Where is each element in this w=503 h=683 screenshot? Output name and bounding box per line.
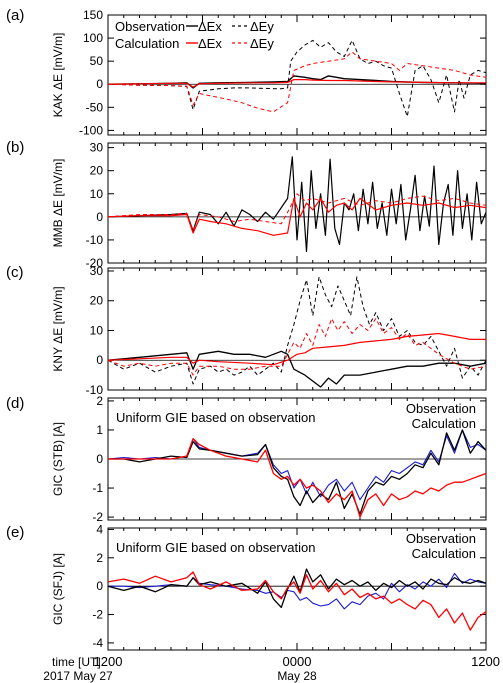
- y-tick-label: 50: [90, 54, 104, 68]
- x-axis-label: time [UT]: [52, 655, 101, 669]
- y-tick-label: 20: [90, 164, 104, 178]
- y-tick-label: -50: [86, 100, 104, 114]
- y-tick-label: 0: [96, 77, 103, 91]
- series-line: [107, 350, 487, 388]
- observation-label: Observation: [406, 401, 476, 416]
- y-axis-label: GIC (SFJ) [A]: [51, 553, 65, 625]
- series-line: [107, 276, 487, 385]
- panel-label: (d): [6, 395, 24, 412]
- y-tick-label: 10: [90, 323, 104, 337]
- x-tick-label: 1200: [471, 654, 500, 669]
- calculation-label: Calculation: [412, 546, 476, 561]
- series-line: [107, 197, 487, 236]
- series-line: [107, 51, 487, 113]
- y-tick-label: -20: [86, 256, 104, 270]
- series-line: [108, 429, 487, 515]
- y-tick-label: 0: [96, 210, 103, 224]
- x-tick-label: 0000: [283, 654, 312, 669]
- y-tick-label: -100: [79, 123, 103, 137]
- y-tick-label: -10: [86, 233, 104, 247]
- panel-label: (e): [6, 524, 24, 541]
- x-tick-sublabel: 2017 May 27: [43, 669, 113, 683]
- y-tick-label: -1: [92, 481, 103, 495]
- series-line: [108, 438, 487, 518]
- legend-ey-label: ΔEy: [250, 19, 274, 34]
- y-axis-label: KNY ΔE [mV/m]: [51, 286, 65, 371]
- uniform-gie-label: Uniform GIE based on observation: [116, 540, 315, 555]
- panel-label: (a): [6, 7, 24, 24]
- y-tick-label: 0: [96, 579, 103, 593]
- legend-ey-label: ΔEy: [250, 36, 274, 51]
- y-tick-label: 150: [83, 8, 103, 22]
- y-axis-label: GIC (STB) [A]: [51, 422, 65, 496]
- panel-label: (c): [6, 264, 24, 281]
- y-tick-label: 1: [96, 423, 103, 437]
- y-axis-label: MMB ΔE [mV/m]: [51, 159, 65, 248]
- legend-label: Calculation: [115, 36, 179, 51]
- y-tick-label: -2: [92, 510, 103, 524]
- y-tick-label: 0: [96, 452, 103, 466]
- y-tick-label: 20: [90, 294, 104, 308]
- series-line: [107, 39, 487, 117]
- y-tick-label: -2: [92, 608, 103, 622]
- y-tick-label: -10: [86, 383, 104, 397]
- y-tick-label: 30: [90, 141, 104, 155]
- observation-label: Observation: [406, 531, 476, 546]
- uniform-gie-label: Uniform GIE based on observation: [116, 410, 315, 425]
- y-tick-label: 2: [96, 551, 103, 565]
- x-tick-label: 1200: [94, 654, 123, 669]
- series-line: [107, 78, 486, 88]
- panel-label: (b): [6, 139, 24, 156]
- y-tick-label: -4: [92, 636, 103, 650]
- y-tick-label: 4: [96, 522, 103, 536]
- legend-ex-label: ΔEx: [198, 36, 222, 51]
- x-tick-sublabel: May 28: [277, 669, 317, 683]
- plot-frame: [107, 142, 487, 264]
- plot-frame: [107, 267, 487, 391]
- y-tick-label: 10: [90, 187, 104, 201]
- series-line: [107, 332, 486, 366]
- y-tick-label: 2: [96, 394, 103, 408]
- calculation-label: Calculation: [412, 416, 476, 431]
- y-axis-label: KAK ΔE [mV/m]: [51, 33, 65, 118]
- legend-ex-label: ΔEx: [198, 19, 222, 34]
- y-tick-label: 100: [83, 31, 103, 45]
- legend-label: Observation: [115, 19, 185, 34]
- series-line: [107, 429, 487, 501]
- y-tick-label: 0: [96, 353, 103, 367]
- series-line: [107, 156, 487, 253]
- series-line: [107, 193, 487, 232]
- y-tick-label: 30: [90, 264, 104, 278]
- series-line: [107, 318, 487, 376]
- series-line: [107, 571, 487, 631]
